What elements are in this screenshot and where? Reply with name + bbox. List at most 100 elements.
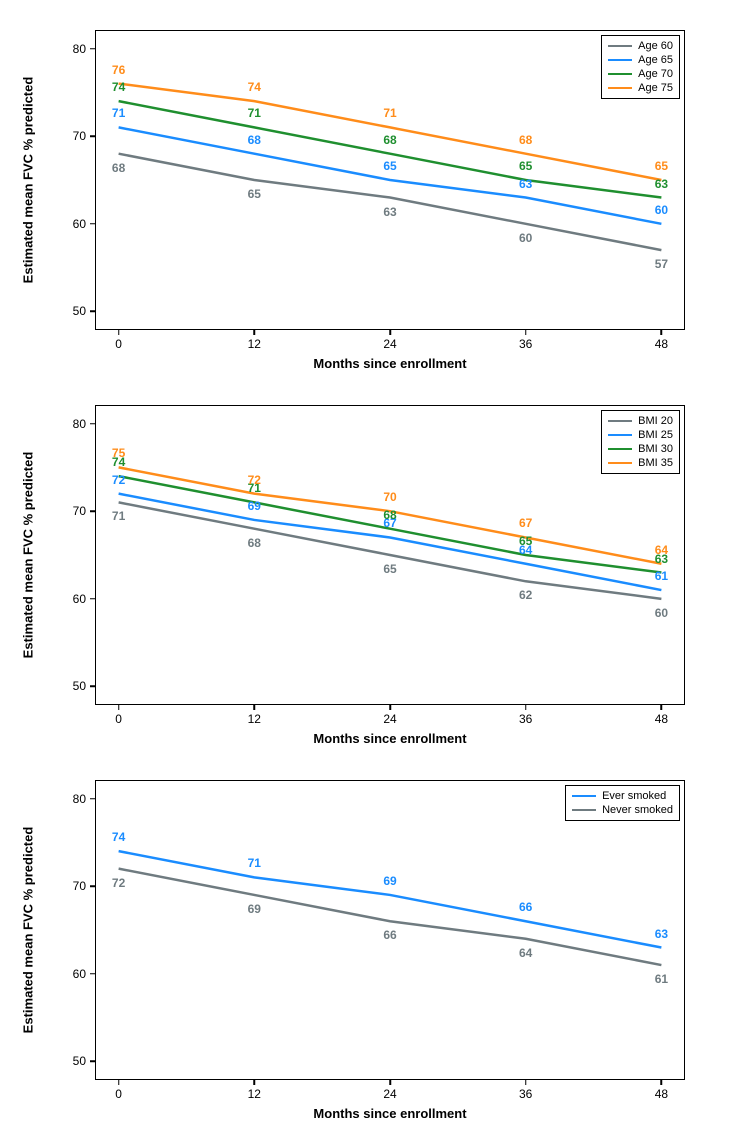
data-label: 68 [248, 133, 261, 147]
data-label: 63 [519, 177, 532, 191]
ytick-label: 60 [73, 217, 86, 231]
data-label: 60 [655, 606, 668, 620]
legend-row: BMI 30 [608, 442, 673, 456]
data-label: 72 [248, 473, 261, 487]
xtick-mark [525, 1079, 527, 1085]
panel-age: Estimated mean FVC % predictedMonths sin… [95, 30, 685, 330]
xtick-mark [254, 1079, 256, 1085]
legend-label: BMI 25 [638, 429, 673, 441]
data-label: 67 [519, 516, 532, 530]
ytick-label: 70 [73, 129, 86, 143]
xtick-label: 24 [383, 1087, 396, 1101]
data-label: 65 [655, 159, 668, 173]
legend: Age 60Age 65Age 70Age 75 [601, 35, 680, 99]
data-label: 68 [383, 133, 396, 147]
xtick-label: 48 [655, 712, 668, 726]
legend-swatch [608, 434, 632, 437]
lines-svg [96, 406, 684, 704]
plot-area: Estimated mean FVC % predictedMonths sin… [95, 30, 685, 330]
data-label: 70 [383, 490, 396, 504]
legend-swatch [608, 87, 632, 90]
legend-row: BMI 25 [608, 428, 673, 442]
ytick-label: 80 [73, 417, 86, 431]
data-label: 71 [112, 509, 125, 523]
data-label: 64 [655, 543, 668, 557]
data-label: 61 [655, 569, 668, 583]
xtick-mark [389, 1079, 391, 1085]
plot-area: Estimated mean FVC % predictedMonths sin… [95, 405, 685, 705]
data-label: 69 [383, 874, 396, 888]
data-label: 76 [112, 63, 125, 77]
xtick-mark [118, 704, 120, 710]
legend-label: Age 60 [638, 40, 673, 52]
legend: BMI 20BMI 25BMI 30BMI 35 [601, 410, 680, 474]
xtick-mark [389, 704, 391, 710]
xtick-label: 48 [655, 1087, 668, 1101]
x-axis-label: Months since enrollment [313, 1106, 466, 1121]
xtick-label: 0 [115, 337, 122, 351]
data-label: 66 [383, 928, 396, 942]
xtick-label: 0 [115, 712, 122, 726]
xtick-label: 36 [519, 712, 532, 726]
xtick-label: 24 [383, 337, 396, 351]
legend-row: Age 70 [608, 67, 673, 81]
data-label: 75 [112, 446, 125, 460]
legend-label: Age 65 [638, 54, 673, 66]
x-axis-label: Months since enrollment [313, 731, 466, 746]
xtick-mark [254, 329, 256, 335]
x-axis-label: Months since enrollment [313, 356, 466, 371]
data-label: 66 [519, 900, 532, 914]
figure-root: Estimated mean FVC % predicted Months sin… [0, 0, 744, 1123]
legend-label: Never smoked [602, 804, 673, 816]
legend-swatch [608, 420, 632, 423]
data-label: 63 [383, 205, 396, 219]
data-label: 69 [248, 902, 261, 916]
legend-label: BMI 30 [638, 443, 673, 455]
legend-label: Ever smoked [602, 790, 666, 802]
data-label: 63 [655, 927, 668, 941]
data-label: 74 [112, 830, 125, 844]
xtick-mark [254, 704, 256, 710]
data-label: 65 [519, 534, 532, 548]
ytick-label: 50 [73, 304, 86, 318]
data-label: 74 [248, 80, 261, 94]
legend: Ever smoked Never smoked [565, 785, 680, 821]
data-label: 71 [383, 106, 396, 120]
legend-swatch [608, 448, 632, 451]
data-label: 60 [655, 203, 668, 217]
ytick-label: 50 [73, 1054, 86, 1068]
legend-row: Age 60 [608, 39, 673, 53]
legend-label: Age 70 [638, 68, 673, 80]
xtick-label: 36 [519, 1087, 532, 1101]
data-label: 65 [383, 159, 396, 173]
data-label: 65 [248, 187, 261, 201]
data-label: 71 [112, 106, 125, 120]
data-label: 74 [112, 80, 125, 94]
plot-area: Estimated mean FVC % predictedMonths sin… [95, 780, 685, 1080]
legend-label: BMI 35 [638, 457, 673, 469]
data-label: 71 [248, 106, 261, 120]
ytick-label: 70 [73, 504, 86, 518]
data-label: 68 [519, 133, 532, 147]
xtick-label: 48 [655, 337, 668, 351]
legend-swatch [608, 73, 632, 76]
legend-swatch [608, 45, 632, 48]
ytick-label: 70 [73, 879, 86, 893]
xtick-mark [118, 329, 120, 335]
data-label: 61 [655, 972, 668, 986]
xtick-label: 0 [115, 1087, 122, 1101]
ytick-label: 60 [73, 967, 86, 981]
xtick-mark [525, 329, 527, 335]
data-label: 68 [383, 508, 396, 522]
legend-row: Ever smoked [572, 789, 673, 803]
legend-swatch [572, 809, 596, 812]
ytick-label: 80 [73, 42, 86, 56]
legend-swatch [608, 59, 632, 62]
panel-bmi: Estimated mean FVC % predictedMonths sin… [95, 405, 685, 705]
y-axis-label: Estimated mean FVC % predicted [21, 452, 36, 659]
legend-row: Never smoked [572, 803, 673, 817]
legend-row: BMI 35 [608, 456, 673, 470]
data-label: 65 [383, 562, 396, 576]
y-axis-label: Estimated mean FVC % predicted [21, 77, 36, 284]
data-label: 72 [112, 876, 125, 890]
